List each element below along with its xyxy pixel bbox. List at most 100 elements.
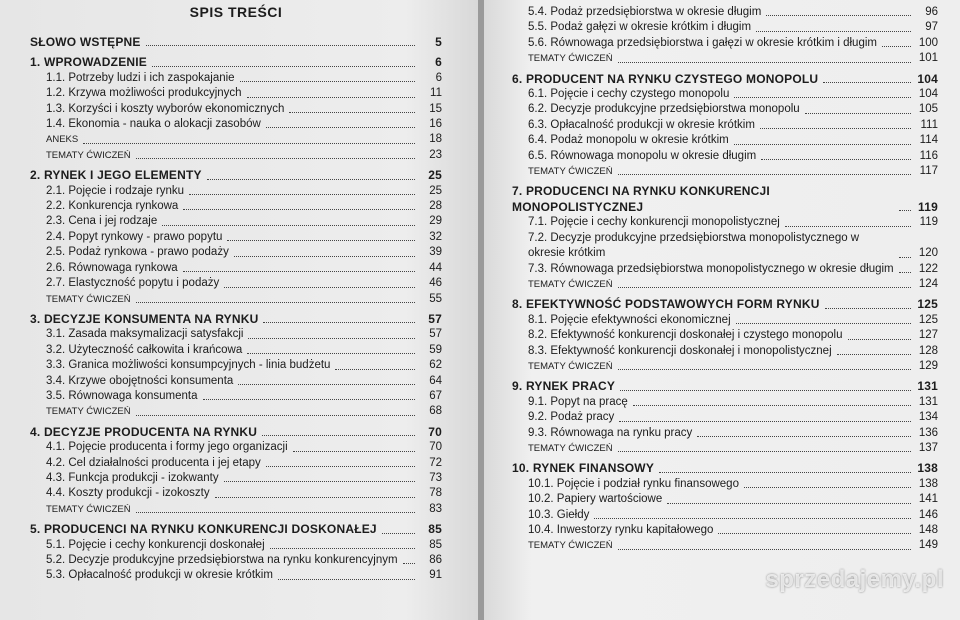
entry-label: TEMATY ĆWICZEŃ <box>46 503 131 515</box>
page-number: 46 <box>429 277 442 290</box>
entry-label: 2.1. Pojęcie i rodzaje rynku <box>46 184 185 197</box>
page-number: 137 <box>918 441 938 454</box>
toc-item: 9.2. Podaż pracy 134 <box>512 410 938 425</box>
page-number: 101 <box>918 52 938 65</box>
dot-leader <box>718 533 911 535</box>
page-number: 55 <box>429 292 442 305</box>
page-number: 73 <box>429 471 442 484</box>
toc-head: SŁOWO WSTĘPNE 5 <box>30 35 442 50</box>
page-number: 141 <box>918 493 938 506</box>
entry-label: TEMATY ĆWICZEŃ <box>528 166 613 178</box>
page-number: 120 <box>918 247 938 260</box>
dot-leader <box>183 209 415 211</box>
toc-head: 10. RYNEK FINANSOWY 138 <box>512 461 938 476</box>
dot-leader <box>632 405 911 407</box>
dot-leader <box>246 96 415 98</box>
toc-item: 4.4. Koszty produkcji - izokoszty 78 <box>30 486 442 501</box>
entry-label: 6.1. Pojęcie i cechy czystego monopolu <box>528 88 730 101</box>
dot-leader <box>224 286 415 288</box>
dot-leader <box>734 97 911 99</box>
page-number: 97 <box>925 21 938 34</box>
dot-leader <box>202 399 415 401</box>
dot-leader <box>83 142 415 144</box>
page-number: 124 <box>918 277 938 290</box>
page-number: 67 <box>429 389 442 402</box>
chapter-block: 6. PRODUCENT NA RYNKU CZYSTEGO MONOPOLU 1… <box>512 72 938 180</box>
page-number: 70 <box>428 424 442 439</box>
dot-leader <box>135 512 415 514</box>
page-number: 18 <box>429 133 442 146</box>
chapter-block: 10. RYNEK FINANSOWY 138 10.1. Pojęcie i po… <box>512 461 938 553</box>
page-number: 91 <box>429 569 442 582</box>
entry-label: 5. PRODUCENCI NA RYNKU KONKURENCJI DOSKO… <box>30 522 377 537</box>
dot-leader <box>289 112 415 114</box>
dot-leader <box>594 518 911 519</box>
entry-label: 8. EFEKTYWNOŚĆ PODSTAWOWYCH FORM RYNKU <box>512 297 820 312</box>
entry-label: 9. RYNEK PRACY <box>512 379 616 394</box>
toc-extra: TEMATY ĆWICZEŃ 101 <box>512 51 938 66</box>
dot-leader <box>899 256 911 258</box>
page-number: 16 <box>429 118 442 131</box>
dot-leader <box>265 465 415 467</box>
dot-leader <box>238 383 415 385</box>
toc-item: 1.2. Krzywa możliwości produkcyjnych 11 <box>30 86 442 101</box>
toc-item: 9.3. Równowaga na rynku pracy 136 <box>512 426 938 441</box>
page-number: 116 <box>919 149 938 162</box>
dot-leader <box>206 178 415 180</box>
entry-label: 9.2. Podaż pracy <box>528 411 615 424</box>
dot-leader <box>667 502 911 504</box>
page-number: 15 <box>429 102 442 115</box>
watermark: sprzedajemy.pl <box>765 566 944 593</box>
chapter-block: 4. DECYZJE PRODUCENTA NA RYNKU 70 4.1. Poj… <box>30 425 442 517</box>
dot-leader <box>899 210 911 212</box>
page-number: 59 <box>429 343 442 356</box>
entry-label: 4.2. Cel działalności producenta i jej e… <box>46 456 261 469</box>
entry-label: 3.3. Granica możliwości konsumpcyjnych -… <box>46 359 331 372</box>
page-number: 64 <box>429 374 442 387</box>
entry-label: 6.2. Decyzje produkcyjne przedsiębiorstw… <box>528 103 800 116</box>
page-number: 32 <box>429 230 442 243</box>
page-number: 129 <box>918 359 938 372</box>
entry-label: 10.4. Inwestorzy rynku kapitałowego <box>528 524 714 536</box>
chapter-block: 1. WPROWADZENIE 6 1.1. Potrzeby ludzi i ic… <box>30 55 442 163</box>
toc-extra: TEMATY ĆWICZEŃ 55 <box>30 292 442 307</box>
toc-item: 3.4. Krzywe obojętności konsumenta 64 <box>30 374 442 389</box>
toc-extra: TEMATY ĆWICZEŃ 149 <box>512 538 938 553</box>
page-number: 5 <box>435 35 442 49</box>
page-number: 29 <box>429 215 442 228</box>
page-number: 148 <box>918 524 938 536</box>
page-number: 28 <box>429 200 442 213</box>
dot-leader <box>756 30 911 32</box>
toc-item: 6.5. Równowaga monopolu w okresie długim… <box>512 149 938 164</box>
dot-leader <box>759 128 911 130</box>
toc-item: 6.2. Decyzje produkcyjne przedsiębiorstw… <box>512 102 938 117</box>
toc-item: 3.2. Użyteczność całkowita i krańcowa 59 <box>30 343 442 358</box>
toc-item: 3.3. Granica możliwości konsumpcyjnych -… <box>30 358 442 373</box>
dot-leader <box>824 307 911 309</box>
dot-leader <box>265 127 415 129</box>
entry-label: 6. PRODUCENT NA RYNKU CZYSTEGO MONOPOLU <box>512 71 819 86</box>
dot-leader <box>182 271 415 273</box>
toc-item: 5.5. Podaż gałęzi w okresie krótkim i dł… <box>512 20 938 35</box>
dot-leader <box>247 353 415 355</box>
dot-leader <box>619 420 911 422</box>
dot-leader <box>223 481 415 483</box>
page-number: 6 <box>435 55 442 70</box>
toc-item: 2.2. Konkurencja rynkowa 28 <box>30 199 442 214</box>
entry-label: TEMATY ĆWICZEŃ <box>528 278 613 290</box>
toc-extra: TEMATY ĆWICZEŃ 68 <box>30 404 442 419</box>
page-number: 11 <box>430 87 442 100</box>
dot-leader <box>269 548 415 549</box>
page-number: 149 <box>918 539 938 552</box>
dot-leader <box>162 224 415 226</box>
page-number: 119 <box>919 216 938 229</box>
entry-label: TEMATY ĆWICZEŃ <box>528 442 613 454</box>
page-number: 125 <box>917 297 938 312</box>
entry-label: TEMATY ĆWICZEŃ <box>528 360 613 372</box>
toc-item: 2.5. Podaż rynkowa - prawo podaży 39 <box>30 245 442 260</box>
entry-label: 9.1. Popyt na pracę <box>528 395 628 408</box>
entry-label: 4.1. Pojęcie producenta i formy jego org… <box>46 441 288 454</box>
dot-leader <box>823 82 911 84</box>
toc-head: 9. RYNEK PRACY 131 <box>512 379 938 394</box>
